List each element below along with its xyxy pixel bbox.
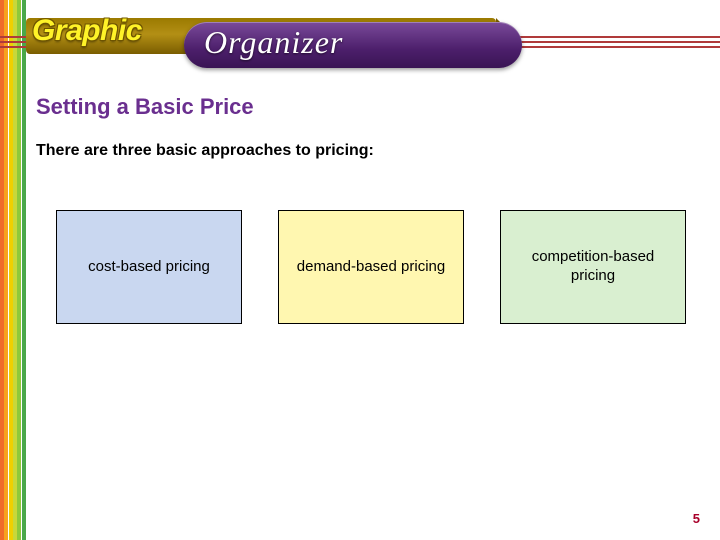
page-title: Setting a Basic Price <box>36 94 696 120</box>
approach-box-label: demand-based pricing <box>297 258 445 277</box>
header-banner: Graphic Organizer <box>0 0 720 80</box>
approach-box: cost-based pricing <box>56 210 242 324</box>
approach-box: competition-based pricing <box>500 210 686 324</box>
header-word-organizer: Organizer <box>204 24 343 61</box>
approach-boxes: cost-based pricing demand-based pricing co… <box>36 210 696 324</box>
banner-wrap: Graphic Organizer <box>26 10 536 68</box>
left-stripe <box>22 0 26 540</box>
page-subtitle: There are three basic approaches to pric… <box>36 142 696 160</box>
left-stripe-group <box>0 0 26 540</box>
approach-box: demand-based pricing <box>278 210 464 324</box>
approach-box-label: competition-based pricing <box>511 248 675 286</box>
page-number: 5 <box>693 511 700 526</box>
approach-box-label: cost-based pricing <box>88 258 210 277</box>
content-area: Setting a Basic Price There are three ba… <box>36 94 696 324</box>
header-word-graphic: Graphic <box>32 14 142 48</box>
